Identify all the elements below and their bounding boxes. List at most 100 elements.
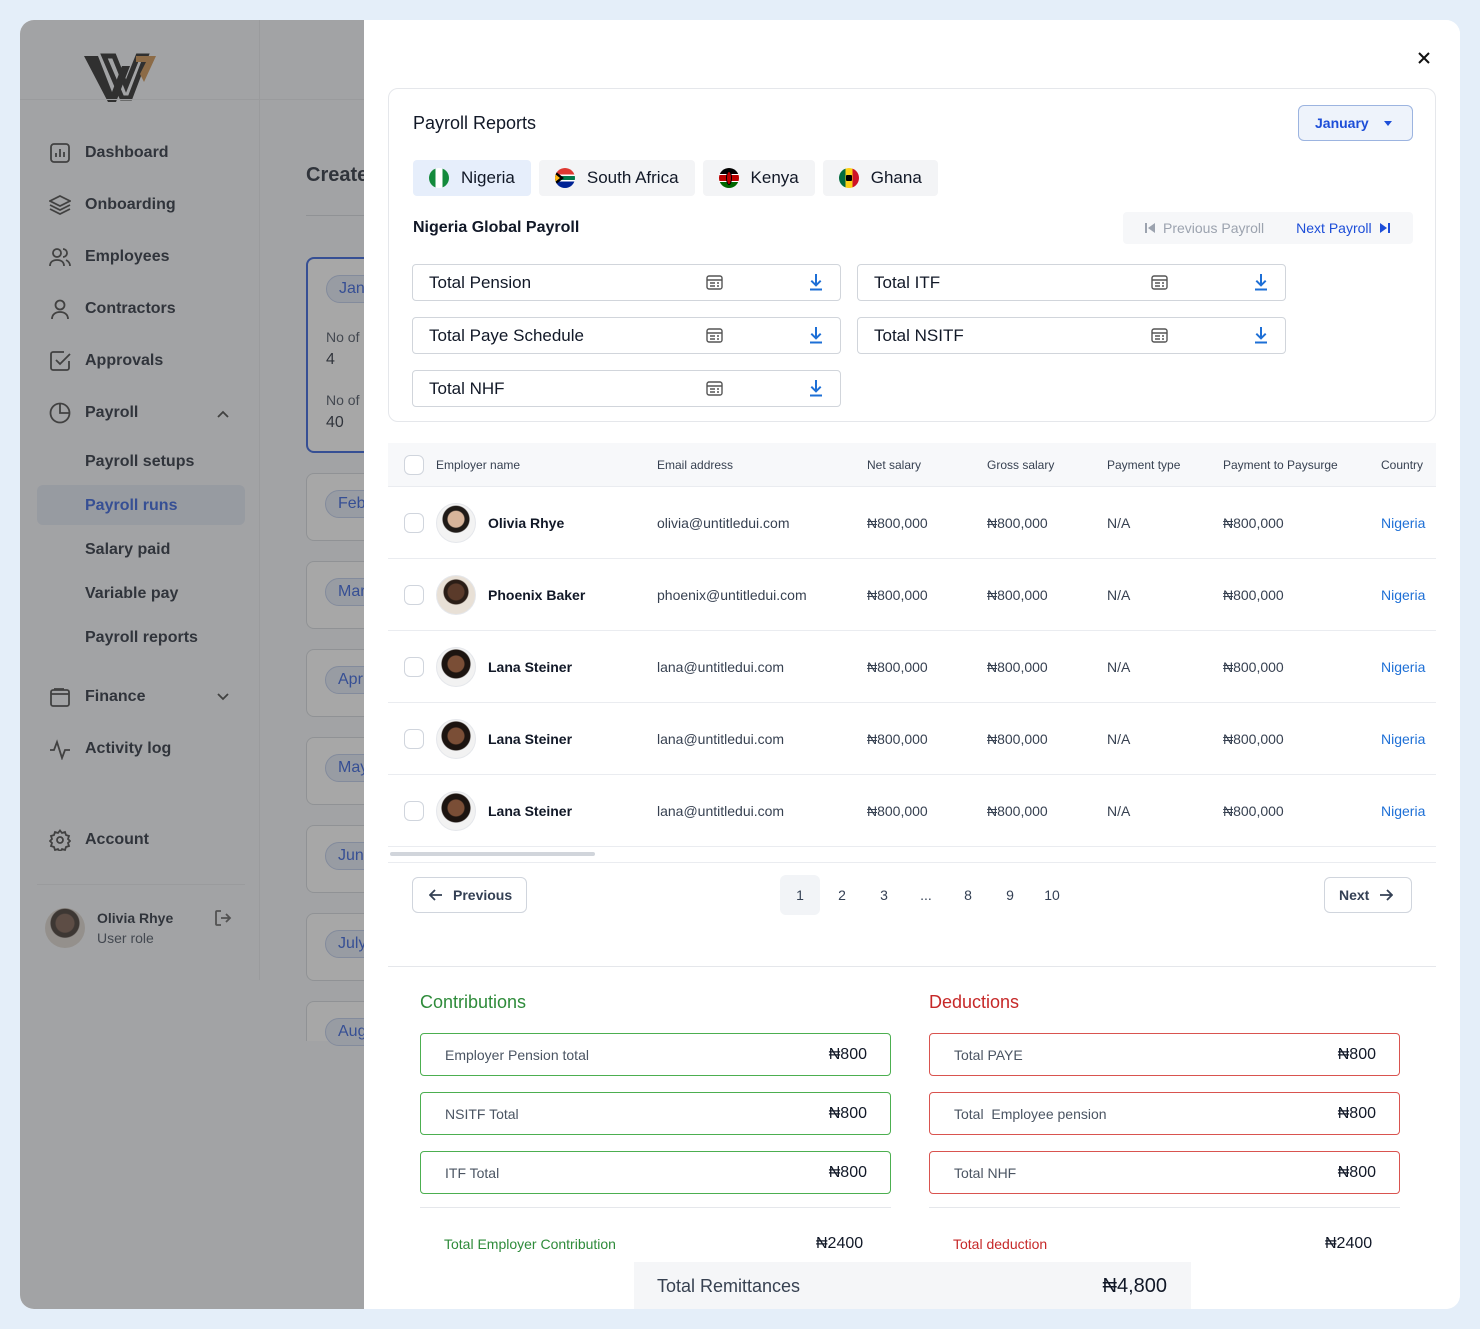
report-total-pension: Total Pension	[412, 264, 841, 301]
contribution-label: ITF Total	[445, 1164, 500, 1181]
country-link[interactable]: Nigeria	[1381, 803, 1426, 819]
previous-label: Previous	[453, 887, 513, 903]
contribution-label: NSITF Total	[445, 1105, 519, 1122]
row-checkbox[interactable]	[404, 801, 424, 821]
page-button-current[interactable]: 1	[780, 875, 820, 915]
deductions-title: Deductions	[929, 992, 1020, 1012]
gross-salary: ₦800,000	[987, 659, 1048, 675]
payment-to-paysurge: ₦800,000	[1223, 659, 1284, 675]
modal-overlay[interactable]	[20, 20, 364, 1309]
contribution-label: Employer Pension total	[445, 1046, 589, 1063]
employee-name: Lana Steiner	[488, 803, 573, 819]
payment-type: N/A	[1107, 515, 1131, 531]
payment-to-paysurge: ₦800,000	[1223, 587, 1284, 603]
deduction-amount: ₦800	[1337, 1105, 1376, 1122]
view-report-icon[interactable]	[706, 328, 723, 343]
report-label: Total NSITF	[874, 325, 964, 345]
row-checkbox[interactable]	[404, 729, 424, 749]
employee-email: lana@untitledui.com	[657, 803, 785, 819]
deduction-item: Total PAYE ₦800	[929, 1033, 1400, 1076]
total-deduction-amount: ₦2400	[1325, 1235, 1373, 1252]
avatar	[436, 719, 476, 759]
horizontal-scrollbar[interactable]	[390, 852, 595, 856]
download-icon[interactable]	[1254, 274, 1268, 291]
table-row[interactable]: Lana Steiner lana@untitledui.com ₦800,00…	[388, 775, 1436, 847]
country-link[interactable]: Nigeria	[1381, 659, 1426, 675]
table-row[interactable]: Lana Steiner lana@untitledui.com ₦800,00…	[388, 631, 1436, 703]
tab-ghana[interactable]: Ghana	[822, 160, 938, 196]
table-header: Employer name Email address Net salary G…	[388, 443, 1436, 487]
total-contribution-label: Total Employer Contribution	[444, 1236, 616, 1252]
download-icon[interactable]	[809, 274, 823, 291]
country-link[interactable]: Nigeria	[1381, 515, 1426, 531]
avatar	[436, 575, 476, 615]
app-window: Dashboard Onboarding Employees Contracto…	[20, 20, 1460, 1309]
deduction-label: Total PAYE	[954, 1046, 1023, 1063]
avatar	[436, 503, 476, 543]
table-row[interactable]: Lana Steiner lana@untitledui.com ₦800,00…	[388, 703, 1436, 775]
deduction-item: Total Employee pension ₦800	[929, 1092, 1400, 1135]
employee-email: lana@untitledui.com	[657, 659, 785, 675]
page-button[interactable]: 8	[964, 887, 972, 903]
next-label: Next	[1339, 887, 1370, 903]
avatar	[436, 791, 476, 831]
tab-south-africa[interactable]: South Africa	[538, 160, 695, 196]
total-contribution-amount: ₦2400	[816, 1235, 864, 1252]
tab-label: Nigeria	[461, 168, 515, 187]
contribution-amount: ₦800	[828, 1046, 867, 1063]
view-report-icon[interactable]	[706, 381, 723, 396]
row-checkbox[interactable]	[404, 585, 424, 605]
table-row[interactable]: Phoenix Baker phoenix@untitledui.com ₦80…	[388, 559, 1436, 631]
close-button[interactable]	[1412, 46, 1436, 70]
page-button[interactable]: 2	[838, 887, 846, 903]
background-app: Dashboard Onboarding Employees Contracto…	[20, 20, 386, 1309]
page-button[interactable]: 9	[1006, 887, 1014, 903]
download-icon[interactable]	[809, 380, 823, 397]
payment-type: N/A	[1107, 587, 1131, 603]
employee-name: Olivia Rhye	[488, 515, 565, 531]
previous-payroll-button[interactable]: Previous Payroll	[1145, 220, 1264, 236]
deduction-item: Total NHF ₦800	[929, 1151, 1400, 1194]
country-link[interactable]: Nigeria	[1381, 731, 1426, 747]
previous-payroll-label: Previous Payroll	[1163, 220, 1265, 236]
remittance-amount: ₦4,800	[1102, 1275, 1168, 1297]
table-row[interactable]: Olivia Rhye olivia@untitledui.com ₦800,0…	[388, 487, 1436, 559]
nigeria-flag-icon	[429, 168, 449, 188]
gross-salary: ₦800,000	[987, 803, 1048, 819]
column-header: Email address	[657, 458, 734, 472]
month-select[interactable]: January	[1298, 105, 1413, 141]
deduction-amount: ₦800	[1337, 1046, 1376, 1063]
tab-nigeria[interactable]: Nigeria	[413, 160, 531, 196]
view-report-icon[interactable]	[706, 275, 723, 290]
page-button[interactable]: 10	[1044, 887, 1060, 903]
tab-label: Kenya	[750, 168, 799, 187]
select-all-checkbox[interactable]	[404, 455, 424, 475]
contribution-amount: ₦800	[828, 1105, 867, 1122]
view-report-icon[interactable]	[1151, 275, 1168, 290]
gross-salary: ₦800,000	[987, 587, 1048, 603]
next-payroll-button[interactable]: Next Payroll	[1296, 220, 1390, 236]
employee-email: olivia@untitledui.com	[657, 515, 790, 531]
country-link[interactable]: Nigeria	[1381, 587, 1426, 603]
previous-page-button[interactable]: Previous	[412, 877, 527, 913]
view-report-icon[interactable]	[1151, 328, 1168, 343]
download-icon[interactable]	[1254, 327, 1268, 344]
skip-forward-icon	[1379, 223, 1390, 233]
download-icon[interactable]	[809, 327, 823, 344]
next-page-button[interactable]: Next	[1324, 877, 1412, 913]
employee-name: Phoenix Baker	[488, 587, 586, 603]
skip-back-icon	[1145, 223, 1155, 233]
row-checkbox[interactable]	[404, 657, 424, 677]
tab-kenya[interactable]: Kenya	[702, 160, 815, 196]
employee-email: phoenix@untitledui.com	[657, 587, 807, 603]
row-checkbox[interactable]	[404, 513, 424, 533]
payment-to-paysurge: ₦800,000	[1223, 803, 1284, 819]
ghana-flag-icon	[838, 168, 859, 188]
country-tabs: Nigeria South Africa Kenya	[413, 160, 938, 196]
contribution-item: NSITF Total ₦800	[420, 1092, 891, 1135]
page-button[interactable]: 3	[880, 887, 888, 903]
net-salary: ₦800,000	[867, 659, 928, 675]
total-deduction-label: Total deduction	[953, 1236, 1048, 1252]
gross-salary: ₦800,000	[987, 515, 1048, 531]
deduction-amount: ₦800	[1337, 1164, 1376, 1181]
